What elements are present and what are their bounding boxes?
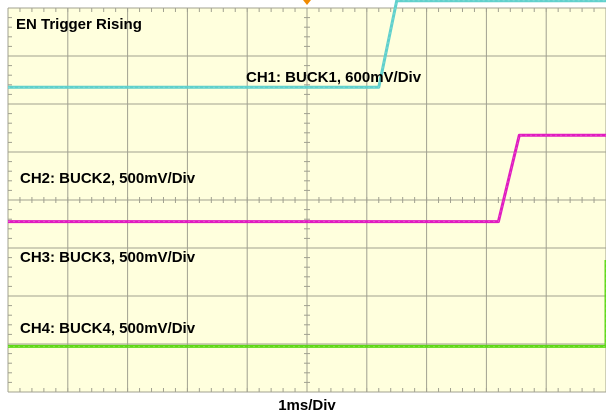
x-axis-label: 1ms/Div (278, 397, 336, 414)
traces (8, 0, 606, 348)
grid (7, 0, 606, 393)
trace-ch2-noise (8, 0, 606, 88)
series-label-ch1: CH1: BUCK1, 600mV/Div (246, 69, 422, 86)
trace-ch2 (8, 0, 606, 89)
series-label-ch4: CH4: BUCK4, 500mV/Div (20, 320, 196, 337)
trace-ch3-noise (8, 134, 606, 222)
chart-title: EN Trigger Rising (16, 16, 142, 33)
trace-ch3 (8, 133, 606, 224)
series-label-ch3: CH3: BUCK3, 500mV/Div (20, 249, 196, 266)
labels: EN Trigger Rising CH1: BUCK1, 600mV/Div … (16, 16, 422, 414)
trigger-marker (303, 0, 311, 5)
trace-ch4 (8, 260, 606, 348)
series-label-ch2: CH2: BUCK2, 500mV/Div (20, 170, 196, 187)
